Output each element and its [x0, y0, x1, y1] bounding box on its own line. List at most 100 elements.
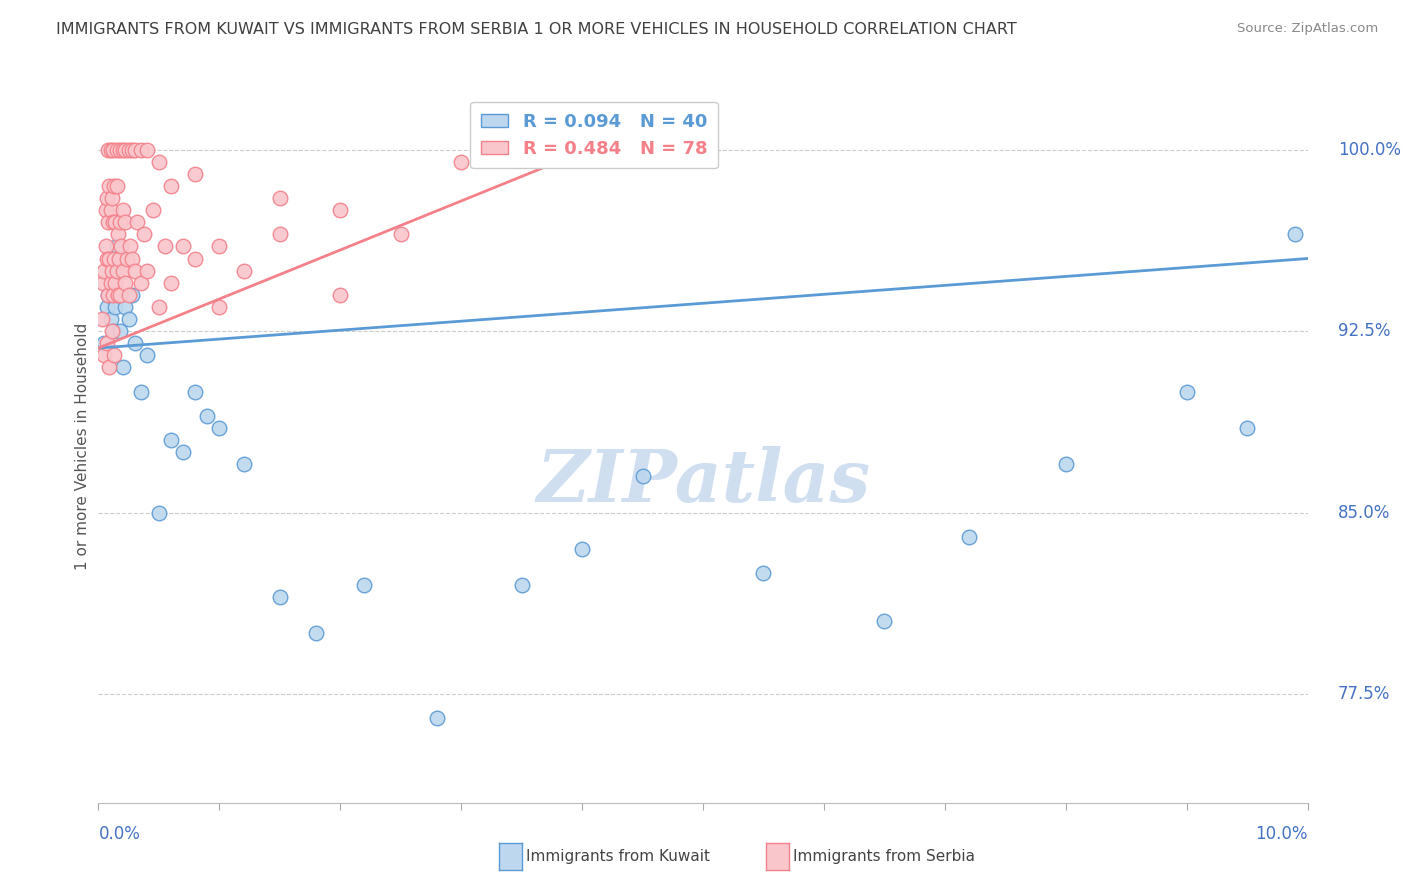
Point [353, 578, 375, 592]
Point [100, 276, 122, 290]
Point [118, 312, 141, 326]
Point [118, 239, 141, 253]
Point [100, 324, 122, 338]
Point [957, 530, 980, 544]
Text: Immigrants from Kuwait: Immigrants from Kuwait [526, 849, 710, 863]
Point [121, 252, 143, 266]
Point [101, 215, 124, 229]
Point [118, 143, 141, 157]
Point [184, 167, 207, 181]
Point [101, 324, 124, 338]
Point [124, 143, 146, 157]
Point [105, 263, 128, 277]
Point [547, 143, 569, 157]
Point [100, 203, 122, 218]
Point [135, 143, 157, 157]
Point [129, 276, 152, 290]
Point [389, 227, 412, 242]
Point [108, 143, 131, 157]
Point [114, 143, 136, 157]
Point [104, 300, 127, 314]
Point [1236, 421, 1258, 435]
Point [208, 239, 231, 253]
Point [232, 263, 254, 277]
Point [172, 239, 194, 253]
Text: 85.0%: 85.0% [1339, 503, 1391, 522]
Point [111, 360, 134, 375]
Point [111, 263, 134, 277]
Point [184, 384, 207, 399]
Point [142, 203, 165, 218]
Point [100, 263, 122, 277]
Text: 77.5%: 77.5% [1339, 685, 1391, 703]
Point [98, 360, 121, 375]
Point [101, 288, 124, 302]
Point [329, 288, 352, 302]
Text: 10.0%: 10.0% [1256, 825, 1308, 843]
Text: 92.5%: 92.5% [1339, 322, 1391, 340]
Text: 100.0%: 100.0% [1339, 141, 1400, 159]
Point [114, 276, 136, 290]
Point [135, 263, 157, 277]
Text: 0.0%: 0.0% [98, 825, 141, 843]
Point [100, 143, 122, 157]
Point [110, 239, 132, 253]
Point [108, 288, 131, 302]
Point [105, 143, 128, 157]
Point [97, 288, 120, 302]
Point [172, 445, 194, 459]
Point [571, 541, 593, 556]
Point [91, 312, 114, 326]
Point [98, 252, 121, 266]
Point [96, 191, 118, 205]
Point [94, 239, 117, 253]
Point [111, 143, 134, 157]
Point [135, 348, 157, 362]
Point [103, 252, 125, 266]
Point [100, 191, 122, 205]
Point [117, 252, 139, 266]
Point [103, 178, 125, 193]
Point [91, 276, 114, 290]
Point [118, 288, 141, 302]
Point [104, 215, 127, 229]
Legend: R = 0.094   N = 40, R = 0.484   N = 78: R = 0.094 N = 40, R = 0.484 N = 78 [470, 102, 718, 169]
Point [631, 469, 654, 483]
Point [450, 154, 472, 169]
Point [107, 288, 129, 302]
Point [134, 227, 156, 242]
Y-axis label: 1 or more Vehicles in Household: 1 or more Vehicles in Household [75, 322, 90, 570]
Point [329, 203, 352, 218]
Point [97, 215, 120, 229]
Point [98, 252, 121, 266]
Point [93, 348, 115, 362]
Point [269, 227, 291, 242]
Point [127, 215, 149, 229]
Text: Immigrants from Serbia: Immigrants from Serbia [793, 849, 974, 863]
Point [510, 578, 533, 592]
Point [160, 276, 183, 290]
Text: Source: ZipAtlas.com: Source: ZipAtlas.com [1237, 22, 1378, 36]
Point [100, 312, 122, 326]
Point [124, 263, 146, 277]
Point [160, 433, 183, 447]
Point [269, 191, 291, 205]
Point [195, 409, 218, 423]
Point [107, 227, 129, 242]
Text: ZIPatlas: ZIPatlas [536, 446, 870, 517]
Point [1175, 384, 1198, 399]
Point [121, 143, 143, 157]
Point [93, 263, 115, 277]
Point [108, 215, 131, 229]
Text: IMMIGRANTS FROM KUWAIT VS IMMIGRANTS FROM SERBIA 1 OR MORE VEHICLES IN HOUSEHOLD: IMMIGRANTS FROM KUWAIT VS IMMIGRANTS FRO… [56, 22, 1017, 37]
Point [160, 178, 183, 193]
Point [129, 143, 152, 157]
Point [148, 154, 170, 169]
Point [104, 276, 127, 290]
Point [96, 252, 118, 266]
Point [129, 384, 152, 399]
Point [114, 215, 136, 229]
Point [93, 336, 115, 351]
Point [94, 203, 117, 218]
Point [121, 288, 143, 302]
